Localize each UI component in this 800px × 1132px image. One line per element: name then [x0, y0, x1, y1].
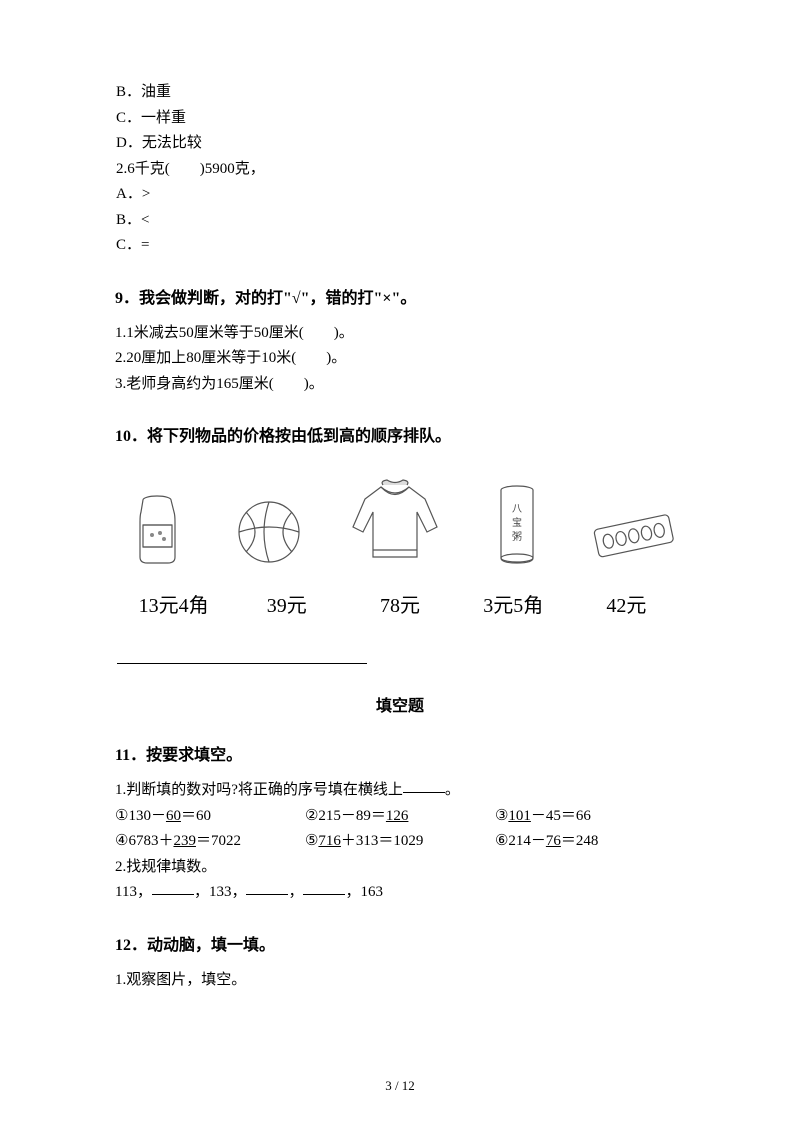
- q12-heading: 12．动动脑，填一填。: [115, 934, 685, 958]
- price-1: 13元4角: [117, 589, 230, 618]
- option-c2: C．=: [116, 233, 685, 259]
- eq1-a: ①130－: [115, 808, 166, 824]
- eq1-b: 60: [166, 808, 181, 824]
- q11-line4: 113， ，133， ， ，163: [115, 880, 685, 906]
- option-a2: A．>: [116, 182, 685, 208]
- eq1: ①130－60＝60: [115, 804, 305, 830]
- q11-eq-row1: ①130－60＝60 ②215－89＝126 ③101－45＝66: [115, 804, 685, 830]
- blank-3[interactable]: [246, 894, 288, 895]
- fill-heading: 填空题: [115, 692, 685, 716]
- q11-line3: 2.找规律填数。: [115, 855, 685, 881]
- eq6-a: ⑥214－: [495, 833, 546, 849]
- q11-heading: 11．按要求填空。: [115, 744, 685, 768]
- q11-line1-suffix: 。: [445, 782, 460, 798]
- page-footer: 3 / 12: [0, 1078, 800, 1094]
- q9-line2: 2.20厘加上80厘米等于10米( )。: [115, 346, 685, 372]
- item-pills: [583, 507, 683, 567]
- eq5: ⑤716＋313＝1029: [305, 829, 495, 855]
- eq5-a: ⑤: [305, 833, 318, 849]
- eq2: ②215－89＝126: [305, 804, 495, 830]
- item-sweater: [340, 477, 450, 567]
- option-d: D．无法比较: [116, 131, 685, 157]
- blank-1[interactable]: [403, 792, 445, 793]
- answer-line[interactable]: [117, 663, 367, 664]
- eq6-c: ＝248: [561, 833, 599, 849]
- eq1-c: ＝60: [181, 808, 211, 824]
- price-3: 78元: [343, 589, 456, 618]
- items-row: 八 宝 粥: [115, 467, 685, 567]
- eq5-c: ＋313＝1029: [341, 833, 424, 849]
- q9-line3: 3.老师身高约为165厘米( )。: [115, 372, 685, 398]
- item-can: 八 宝 粥: [482, 482, 552, 567]
- eq6: ⑥214－76＝248: [495, 829, 685, 855]
- q11-line1: 1.判断填的数对吗?将正确的序号填在横线上 。: [115, 778, 685, 804]
- svg-text:粥: 粥: [512, 531, 522, 543]
- price-4: 3元5角: [457, 589, 570, 618]
- eq6-b: 76: [546, 833, 561, 849]
- q9-heading: 9．我会做判断，对的打"√"，错的打"×"。: [115, 287, 685, 311]
- q11-line4-a: 113，: [115, 884, 152, 900]
- q11-line4-b: ，133，: [194, 884, 247, 900]
- item-basketball: [229, 497, 309, 567]
- option-b2: B．<: [116, 208, 685, 234]
- eq3: ③101－45＝66: [495, 804, 685, 830]
- eq5-b: 716: [318, 833, 341, 849]
- price-5: 42元: [570, 589, 683, 618]
- eq2-a: ②215－89＝: [305, 808, 386, 824]
- eq3-b: 101: [508, 808, 531, 824]
- option-c: C．一样重: [116, 106, 685, 132]
- eq4-c: ＝7022: [196, 833, 241, 849]
- q11-line4-c: ，: [288, 884, 303, 900]
- q11-eq-row2: ④6783＋239＝7022 ⑤716＋313＝1029 ⑥214－76＝248: [115, 829, 685, 855]
- q11-line1-prefix: 1.判断填的数对吗?将正确的序号填在横线上: [115, 782, 403, 798]
- eq2-b: 126: [386, 808, 409, 824]
- blank-4[interactable]: [303, 894, 345, 895]
- q12-line1: 1.观察图片，填空。: [115, 968, 685, 994]
- eq3-c: －45＝66: [531, 808, 591, 824]
- q10-heading: 10．将下列物品的价格按由低到高的顺序排队。: [115, 425, 685, 449]
- q9-line1: 1.1米减去50厘米等于50厘米( )。: [115, 321, 685, 347]
- eq4-b: 239: [173, 833, 196, 849]
- prices-row: 13元4角 39元 78元 3元5角 42元: [115, 589, 685, 618]
- svg-text:八: 八: [512, 504, 522, 515]
- price-2: 39元: [230, 589, 343, 618]
- eq4-a: ④6783＋: [115, 833, 173, 849]
- eq4: ④6783＋239＝7022: [115, 829, 305, 855]
- q11-line4-d: ，163: [345, 884, 383, 900]
- svg-text:宝: 宝: [512, 516, 522, 529]
- eq3-a: ③: [495, 808, 508, 824]
- question-2-stem: 2.6千克( )5900克，: [116, 157, 685, 183]
- item-jar: [117, 487, 197, 567]
- option-b: B．油重: [116, 80, 685, 106]
- blank-2[interactable]: [152, 894, 194, 895]
